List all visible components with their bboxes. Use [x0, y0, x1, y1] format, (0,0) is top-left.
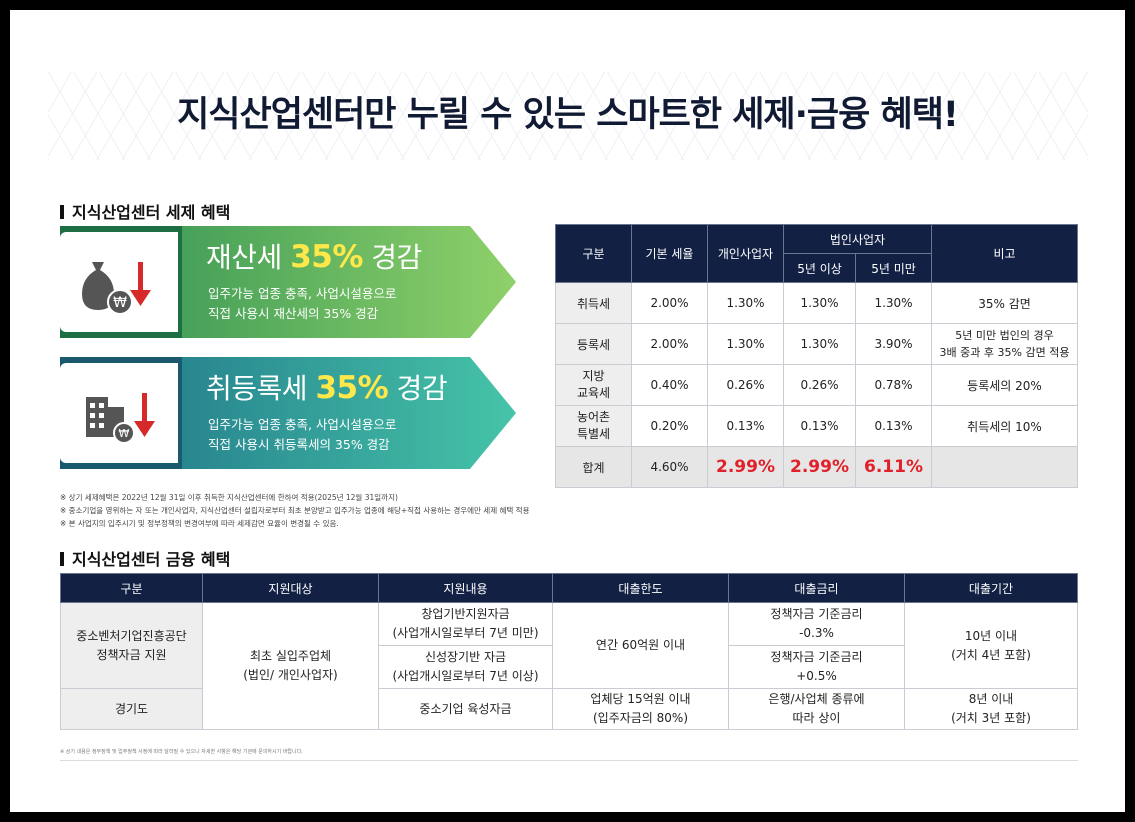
table-row: 농어촌 특별세 0.20% 0.13% 0.13% 0.13% 취득세의 10% [555, 405, 1078, 447]
tax-note: 35% 감면 [931, 282, 1078, 324]
tax-corp-5plus: 0.26% [783, 364, 856, 406]
fin-rate-plus: 정책자금 기준금리 +0.5% [728, 645, 905, 689]
tax-sum-corp-5plus: 2.99% [783, 446, 856, 488]
property-tax-desc: 입주가능 업종 충족, 사업시설용으로 직접 사용시 재산세의 35% 경감 [208, 286, 397, 321]
tax-corp-5less: 3.90% [855, 323, 932, 365]
tax-name: 취득세 [555, 282, 632, 324]
tax-individual: 1.30% [707, 323, 784, 365]
fin-limit-annual: 연간 60억원 이내 [552, 602, 729, 689]
tax-header-individual: 개인사업자 [707, 224, 784, 283]
tax-corp-5less: 0.13% [855, 405, 932, 447]
tax-header-corporation: 법인사업자 [783, 224, 932, 254]
tax-name: 지방 교육세 [555, 364, 632, 406]
tax-note: 등록세의 20% [931, 364, 1078, 406]
tax-corp-5plus: 1.30% [783, 282, 856, 324]
fin-header-category: 구분 [60, 573, 203, 603]
finance-section-title: 지식산업센터 금융 혜택 [60, 546, 230, 570]
fin-org-sbc: 중소벤처기업진흥공단 정책자금 지원 [60, 602, 203, 689]
tax-header-corp-5less: 5년 미만 [855, 253, 932, 283]
table-row: 취득세 2.00% 1.30% 1.30% 1.30% 35% 감면 [555, 282, 1078, 324]
fin-rate-varies: 은행/사업체 종류에 따라 상이 [728, 688, 905, 730]
table-row: 등록세 2.00% 1.30% 1.30% 3.90% 5년 미만 법인의 경우… [555, 323, 1078, 365]
divider [60, 760, 1078, 761]
property-tax-headline: 재산세 35% 경감 [206, 239, 422, 275]
fin-limit-company: 업체당 15억원 이내 (입주자금의 80%) [552, 688, 729, 730]
fin-content-sme: 중소기업 육성자금 [378, 688, 553, 730]
svg-text:₩: ₩ [119, 427, 130, 440]
fin-header-limit: 대출한도 [552, 573, 729, 603]
fin-header-period: 대출기간 [904, 573, 1078, 603]
tax-note-line: ※ 상기 세제혜택은 2022년 12월 31일 이후 취득한 지식산업센터에 … [60, 493, 398, 502]
tax-corp-5less: 1.30% [855, 282, 932, 324]
tax-sum-corp-5less: 6.11% [855, 446, 932, 488]
acquisition-tax-headline: 취등록세 35% 경감 [206, 370, 448, 406]
footnote: ※ 상기 내용은 정부정책 및 입주정책 사정에 따라 달라질 수 있으니 자세… [60, 749, 303, 755]
table-row: 지방 교육세 0.40% 0.26% 0.26% 0.78% 등록세의 20% [555, 364, 1078, 406]
header-pattern [48, 72, 1088, 160]
fin-header-content: 지원내용 [378, 573, 553, 603]
tax-header-note: 비고 [931, 224, 1078, 283]
fin-target: 최초 실입주업체 (법인/ 개인사업자) [202, 602, 379, 730]
tax-sum-note [931, 446, 1078, 488]
acquisition-tax-benefit: ₩ 취등록세 35% 경감 입주가능 업종 충족, 사업시설용으로 직접 사용시 … [60, 357, 516, 469]
tax-note-line: ※ 본 사업지의 입주시기 및 정부정책의 변경여부에 따라 세제감면 요율이 … [60, 519, 339, 528]
tax-note: 취득세의 10% [931, 405, 1078, 447]
property-tax-benefit: ₩ 재산세 35% 경감 입주가능 업종 충족, 사업시설용으로 직접 사용시 재… [60, 226, 516, 338]
tax-individual: 0.13% [707, 405, 784, 447]
tax-sum-base: 4.60% [631, 446, 708, 488]
fin-org-gyeonggi: 경기도 [60, 688, 203, 730]
tax-sum-name: 합계 [555, 446, 632, 488]
tax-note: 5년 미만 법인의 경우 3배 중과 후 35% 감면 적용 [931, 323, 1078, 365]
money-bag-won-down-icon: ₩ [60, 232, 178, 332]
svg-text:₩: ₩ [113, 295, 127, 311]
fin-content-startup: 창업기반지원자금 (사업개시일로부터 7년 미만) [378, 602, 553, 646]
building-won-down-icon: ₩ [60, 363, 178, 463]
fin-period-8y: 8년 이내 (거치 3년 포함) [904, 688, 1078, 730]
tax-header-corp-5plus: 5년 이상 [783, 253, 856, 283]
fin-content-growth: 신성장기반 자금 (사업개시일로부터 7년 이상) [378, 645, 553, 689]
tax-name: 농어촌 특별세 [555, 405, 632, 447]
fin-rate-minus: 정책자금 기준금리 -0.3% [728, 602, 905, 646]
tax-base: 0.40% [631, 364, 708, 406]
tax-table: 구분 기본 세율 개인사업자 법인사업자 비고 5년 이상 5년 미만 취득세 … [555, 224, 1078, 488]
tax-individual: 1.30% [707, 282, 784, 324]
tax-individual: 0.26% [707, 364, 784, 406]
tax-base: 2.00% [631, 323, 708, 365]
tax-notes: ※ 상기 세제혜택은 2022년 12월 31일 이후 취득한 지식산업센터에 … [60, 491, 529, 530]
finance-table: 구분 지원대상 지원내용 대출한도 대출금리 대출기간 중소벤처기업진흥공단 정… [60, 573, 1078, 730]
tax-header-category: 구분 [555, 224, 632, 283]
tax-section-title: 지식산업센터 세제 혜택 [60, 199, 230, 223]
tax-name: 등록세 [555, 323, 632, 365]
tax-base: 0.20% [631, 405, 708, 447]
fin-period-10y: 10년 이내 (거치 4년 포함) [904, 602, 1078, 689]
acquisition-tax-desc: 입주가능 업종 충족, 사업시설용으로 직접 사용시 취등록세의 35% 경감 [208, 417, 397, 452]
tax-base: 2.00% [631, 282, 708, 324]
tax-corp-5plus: 0.13% [783, 405, 856, 447]
tax-header-base: 기본 세율 [631, 224, 708, 283]
tax-sum-individual: 2.99% [707, 446, 784, 488]
tax-note-line: ※ 중소기업을 영위하는 자 또는 개인사업자, 지식산업센터 설립자로부터 최… [60, 506, 530, 515]
tax-sum-row: 합계 4.60% 2.99% 2.99% 6.11% [555, 446, 1078, 488]
tax-corp-5plus: 1.30% [783, 323, 856, 365]
tax-corp-5less: 0.78% [855, 364, 932, 406]
page-title: 지식산업센터만 누릴 수 있는 스마트한 세제·금융 혜택! [177, 95, 959, 135]
fin-header-target: 지원대상 [202, 573, 379, 603]
fin-header-rate: 대출금리 [728, 573, 905, 603]
